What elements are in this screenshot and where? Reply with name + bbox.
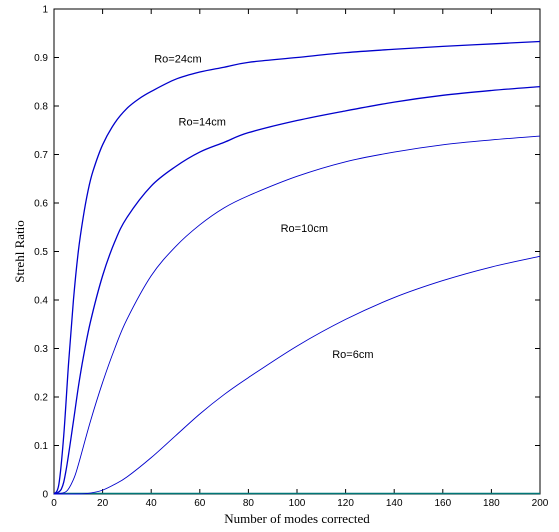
- x-tick-label: 200: [532, 498, 549, 509]
- curve-annotation: Ro=6cm: [332, 349, 373, 361]
- series-line-ro-10cm: [53, 135, 541, 495]
- y-tick-label: 0.9: [34, 53, 48, 64]
- x-tick-label: 120: [337, 498, 354, 509]
- x-tick-label: 140: [386, 498, 403, 509]
- curve-annotation: Ro=24cm: [154, 53, 201, 65]
- y-tick-label: 0.5: [34, 247, 48, 258]
- x-tick-label: 100: [289, 498, 306, 509]
- curve-annotation: Ro=10cm: [281, 223, 328, 235]
- series-line-ro-14cm: [53, 85, 541, 495]
- x-tick-label: 180: [483, 498, 500, 509]
- x-tick-label: 40: [146, 498, 158, 509]
- y-tick-label: 0.2: [34, 393, 48, 404]
- x-tick-label: 20: [97, 498, 109, 509]
- curve-annotation: Ro=14cm: [179, 116, 226, 128]
- series-line-ro-6cm: [53, 255, 541, 495]
- y-axis-label: Strehl Ratio: [12, 220, 27, 282]
- y-tick-label: 0.6: [34, 199, 48, 210]
- plot-frame: [53, 8, 541, 495]
- curve-annotations: Ro=24cm Ro=14cm Ro=10cm Ro=6cm: [154, 53, 373, 361]
- x-tick-label: 160: [434, 498, 451, 509]
- x-tick-label: 0: [51, 498, 57, 509]
- x-tick-label: 60: [194, 498, 206, 509]
- y-tick-label: 0.3: [34, 344, 48, 355]
- y-tick-label: 1: [42, 5, 48, 16]
- y-tick-label: 0.1: [34, 441, 48, 452]
- x-axis-label: Number of modes corrected: [224, 511, 370, 526]
- y-tick-label: 0.4: [34, 296, 48, 307]
- y-tick-label: 0.8: [34, 102, 48, 113]
- y-tick-label: 0.7: [34, 150, 48, 161]
- axis-ticks: 0 20 40 60 80 100 120 140 160 180 200 0 0.1 0.2 0.3 0.4…: [34, 5, 549, 510]
- y-tick-label: 0: [42, 490, 48, 501]
- series-lines: [53, 40, 541, 495]
- series-line-ro-24cm: [53, 40, 541, 495]
- x-tick-label: 80: [243, 498, 255, 509]
